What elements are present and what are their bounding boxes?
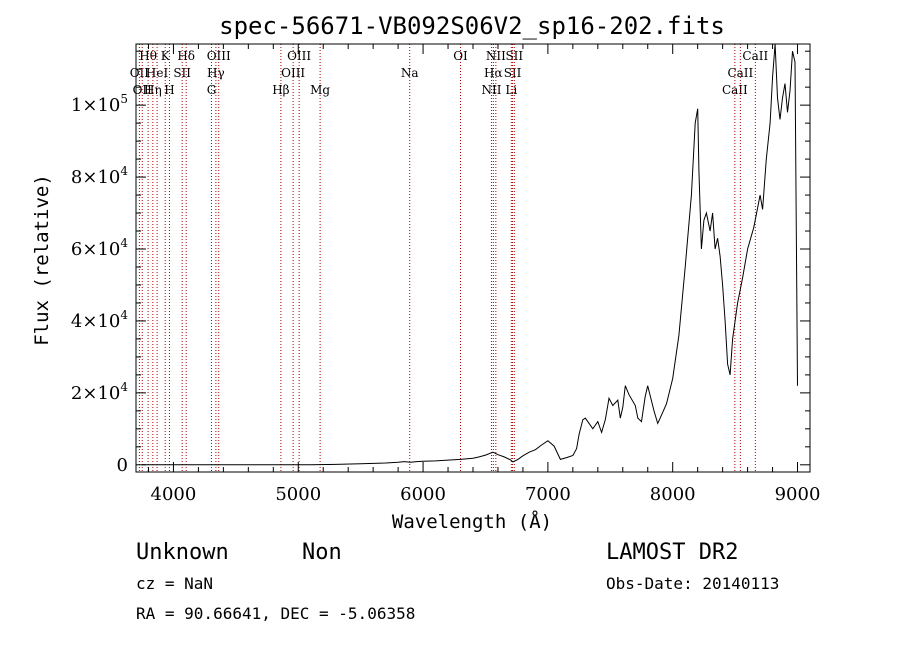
- spectral-line-label: OIII: [281, 66, 305, 80]
- spectral-line-label: OII: [130, 66, 150, 80]
- spectral-line-label: SII: [173, 66, 191, 80]
- x-tick-label: 6000: [400, 484, 446, 505]
- x-axis-label: Wavelength (Å): [392, 510, 552, 533]
- x-tick-label: 7000: [525, 484, 571, 505]
- spectral-lines: OII OII Hθ Hη HeI K H SII Hδ G Hγ OIII Hβ OIII OIII Mg N…: [130, 44, 768, 472]
- object-subclass: Non: [302, 540, 342, 565]
- spectral-line-label: Li: [505, 83, 517, 97]
- y-tick-label: 2×104: [71, 380, 128, 404]
- x-tick-label: 4000: [151, 484, 197, 505]
- y-tick-label: 1×105: [71, 92, 128, 116]
- object-class: Unknown: [136, 540, 229, 565]
- spectrum-line: [142, 43, 798, 466]
- spectral-line-label: H: [164, 83, 174, 97]
- spectral-line-label: Hη: [144, 83, 162, 97]
- y-tick-label: 6×104: [71, 236, 128, 260]
- spectral-line-label: Na: [401, 66, 419, 80]
- redshift-cz: cz = NaN: [136, 574, 213, 593]
- coordinates: RA = 90.66641, DEC = -5.06358: [136, 604, 415, 623]
- axis-ticks: 4000 5000 6000 7000 8000 9000 0 2×104 4×104 6×104…: [71, 44, 821, 505]
- spectral-line-label: SII: [505, 49, 523, 63]
- plot-frame: [135, 43, 811, 473]
- spectral-line-label: Hγ: [207, 66, 225, 80]
- y-tick-label: 4×104: [71, 308, 128, 332]
- spectral-line-label: Hθ: [139, 49, 157, 63]
- spectral-line-label: Hα: [484, 66, 503, 80]
- y-axis-label: Flux (relative): [31, 174, 53, 346]
- spectrum-series: [142, 43, 798, 466]
- spectral-line-label: CaII: [742, 49, 768, 63]
- spectral-line-label: NII: [486, 49, 506, 63]
- x-tick-label: 8000: [650, 484, 696, 505]
- spectral-line-label: Mg: [310, 83, 330, 97]
- spectral-line-label: HeI: [146, 66, 169, 80]
- spectral-line-label: OI: [453, 49, 468, 63]
- survey-name: LAMOST DR2: [606, 540, 738, 565]
- x-tick-label: 5000: [275, 484, 321, 505]
- spectral-line-label: G: [207, 83, 217, 97]
- spectral-line-label: OIII: [207, 49, 231, 63]
- spectral-line-label: Hβ: [272, 83, 289, 97]
- spectral-line-label: OII: [133, 83, 153, 97]
- spectral-line-label: SII: [504, 66, 522, 80]
- spectral-line-label: K: [161, 49, 171, 63]
- y-tick-label: 8×104: [71, 164, 128, 188]
- spectral-line-label: CaII: [722, 83, 748, 97]
- chart-title: spec-56671-VB092S06V2_sp16-202.fits: [219, 12, 725, 40]
- spectral-line-label: NII: [481, 83, 501, 97]
- spectral-line-label: OIII: [287, 49, 311, 63]
- spectral-line-label: Hδ: [177, 49, 195, 63]
- x-tick-label: 9000: [775, 484, 821, 505]
- y-tick-label: 0: [117, 455, 128, 476]
- obs-date: Obs-Date: 20140113: [606, 574, 779, 593]
- spectral-line-label: CaII: [727, 66, 753, 80]
